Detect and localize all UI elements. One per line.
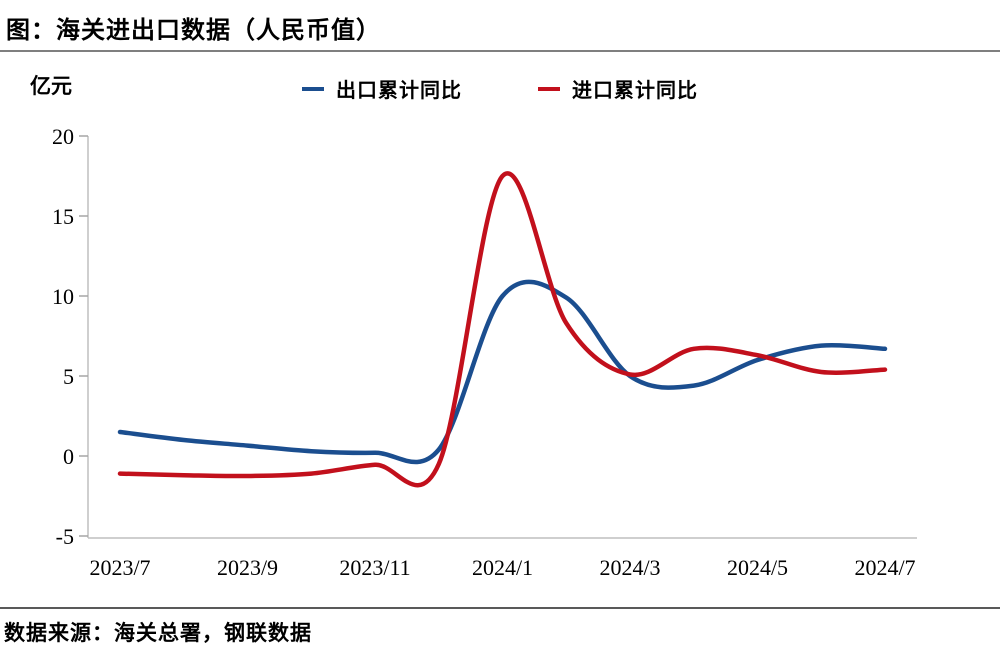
- x-tick-label: 2023/9: [217, 555, 278, 580]
- y-tick-label: 0: [63, 444, 74, 469]
- legend-label-export: 出口累计同比: [336, 80, 462, 102]
- chart-legend: 出口累计同比 进口累计同比: [0, 74, 1000, 103]
- legend-label-import: 进口累计同比: [572, 80, 698, 102]
- chart-title: 图：海关进出口数据（人民币值）: [6, 18, 381, 44]
- x-tick-label: 2023/7: [89, 555, 150, 580]
- x-tick-label: 2024/5: [727, 555, 788, 580]
- y-tick-label: -5: [56, 524, 74, 549]
- source-divider-rule: [0, 607, 1000, 609]
- export-legend-dash-icon: [302, 86, 324, 91]
- y-tick-label: 15: [52, 204, 74, 229]
- data-source-note: 数据来源：海关总署，钢联数据: [4, 621, 312, 645]
- line-chart: 20 15 10 5 0 -5 2023/7 2023/9 2023/11 2024/1 2024/…: [52, 124, 917, 580]
- export-line: [117, 279, 888, 465]
- y-axis-unit-label: 亿元: [30, 74, 72, 98]
- legend-item-export: 出口累计同比: [302, 74, 462, 103]
- x-tick-label: 2024/1: [472, 555, 533, 580]
- import-legend-dash-icon: [538, 86, 560, 91]
- y-tick-label: 5: [63, 364, 74, 389]
- legend-item-import: 进口累计同比: [538, 74, 698, 103]
- x-tick-label: 2024/3: [599, 555, 660, 580]
- title-divider-rule: [0, 50, 1000, 52]
- x-tick-label: 2023/11: [339, 555, 410, 580]
- y-tick-label: 20: [52, 124, 74, 149]
- x-tick-label: 2024/7: [854, 555, 915, 580]
- import-line: [117, 171, 888, 488]
- y-tick-label: 10: [52, 284, 74, 309]
